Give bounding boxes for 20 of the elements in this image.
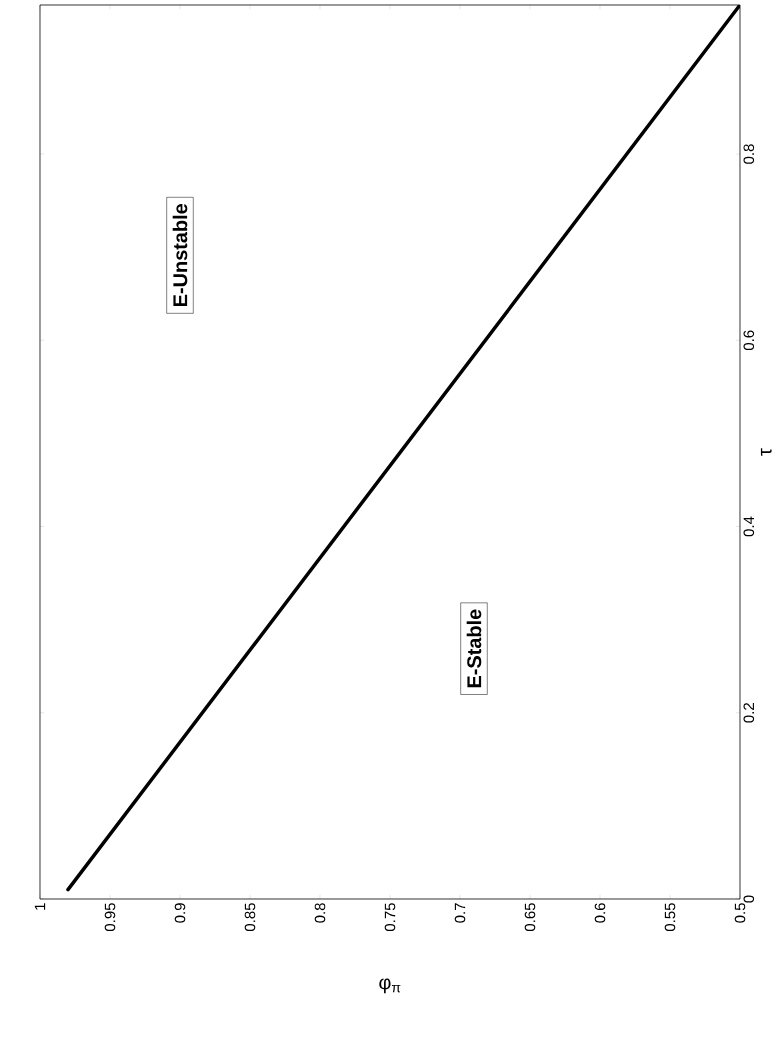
y-axis-title: τ [760,448,772,456]
annotation: E-Stable [466,609,482,688]
x-tick-label: 0.65 [524,903,536,932]
y-tick-label: 0 [743,895,755,903]
x-tick-label: 0.55 [664,903,676,932]
x-tick-label: 0.5 [734,903,746,923]
annotation: E-Unstable [172,203,188,307]
x-tick-label: 0.9 [174,903,186,923]
x-tick-label: 0.75 [384,903,396,932]
x-tick-label: 0.8 [314,903,326,923]
x-tick-label: 0.6 [594,903,606,923]
x-axis-title: φ$_{π}$ [379,978,401,994]
y-tick-label: 0.6 [743,330,755,351]
x-tick-label: 1 [34,903,46,910]
x-tick-label: 0.7 [454,903,466,923]
y-tick-label: 0.8 [743,144,755,164]
x-tick-label: 0.85 [244,903,256,932]
x-tick-label: 0.95 [104,903,116,932]
y-tick-label: 0.4 [743,516,755,537]
y-tick-label: 0.2 [743,703,755,723]
